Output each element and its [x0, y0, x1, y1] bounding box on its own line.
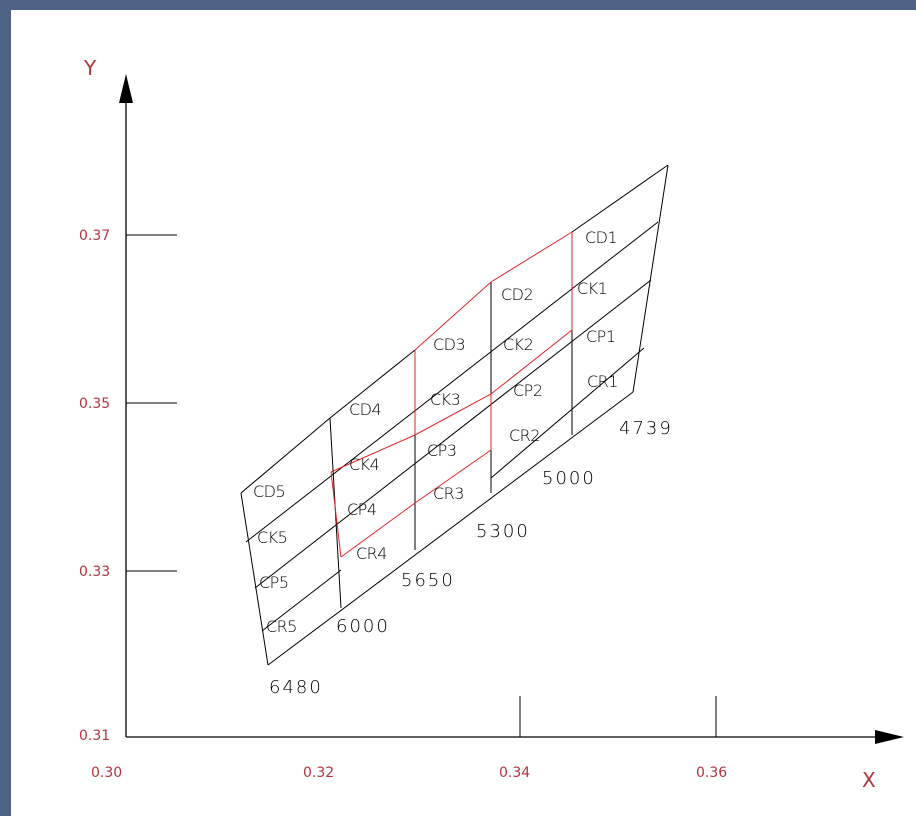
cell-label: CR2	[509, 426, 540, 445]
y-tick-label: 0.33	[79, 564, 110, 580]
x-axis-arrow	[875, 730, 904, 744]
grid-line	[329, 349, 416, 419]
y-axis-arrow	[119, 74, 133, 103]
chromaticity-diagram: 0.37 0.35 0.33 0.31 0.30 0.32 0.34 0.36 …	[79, 56, 904, 792]
cell-label: CP4	[347, 500, 377, 519]
temperature-label: 5300	[476, 521, 530, 542]
temperature-label: 5650	[401, 570, 455, 591]
cell-label: CD5	[253, 482, 285, 501]
cell-label: CR5	[266, 617, 297, 636]
y-axis-label: Y	[83, 56, 97, 80]
highlight-line	[340, 394, 492, 558]
x-tick-label: 0.34	[499, 765, 530, 781]
x-tick-label: 0.32	[303, 765, 334, 781]
y-tick-label: 0.37	[79, 228, 110, 244]
grid-line	[245, 221, 659, 543]
x-tick-label: 0.36	[696, 765, 727, 781]
cell-label: CD4	[349, 400, 381, 419]
cell-label: CP5	[259, 573, 289, 592]
y-tick-label: 0.31	[79, 728, 110, 744]
cell-label: CR1	[587, 372, 618, 391]
cell-label: CK2	[503, 335, 533, 354]
grid-line	[261, 569, 342, 632]
cell-label: CD2	[501, 285, 533, 304]
grid-line	[632, 164, 669, 393]
grid-line	[240, 417, 331, 494]
x-tick-label: 0.30	[91, 765, 122, 781]
grid-line	[254, 279, 652, 589]
diagram-panel: 0.37 0.35 0.33 0.31 0.30 0.32 0.34 0.36 …	[11, 10, 916, 816]
cell-label: CR4	[356, 544, 387, 563]
grid-line	[490, 347, 645, 479]
cell-label: CK4	[349, 455, 379, 474]
y-tick-label: 0.35	[79, 396, 110, 412]
cell-label: CD1	[585, 228, 617, 247]
cell-label: CK1	[577, 279, 607, 298]
cell-label: CP1	[586, 327, 616, 346]
cell-label: CK3	[430, 390, 460, 409]
temperature-label: 6480	[269, 677, 323, 698]
temperature-label: 5000	[542, 468, 596, 489]
temperature-label: 4739	[619, 418, 673, 439]
highlight-line	[330, 471, 342, 558]
cell-label: CD3	[433, 335, 465, 354]
grid-line	[267, 391, 634, 666]
cell-label: CK5	[257, 528, 287, 547]
temperature-label: 6000	[336, 616, 390, 637]
x-axis-label: X	[862, 768, 876, 792]
highlight-line	[414, 231, 573, 351]
grid-line	[571, 164, 669, 233]
grid-line	[240, 492, 269, 666]
cell-label: CP2	[513, 381, 543, 400]
cell-label: CP3	[427, 441, 457, 460]
cell-label: CR3	[433, 484, 464, 503]
